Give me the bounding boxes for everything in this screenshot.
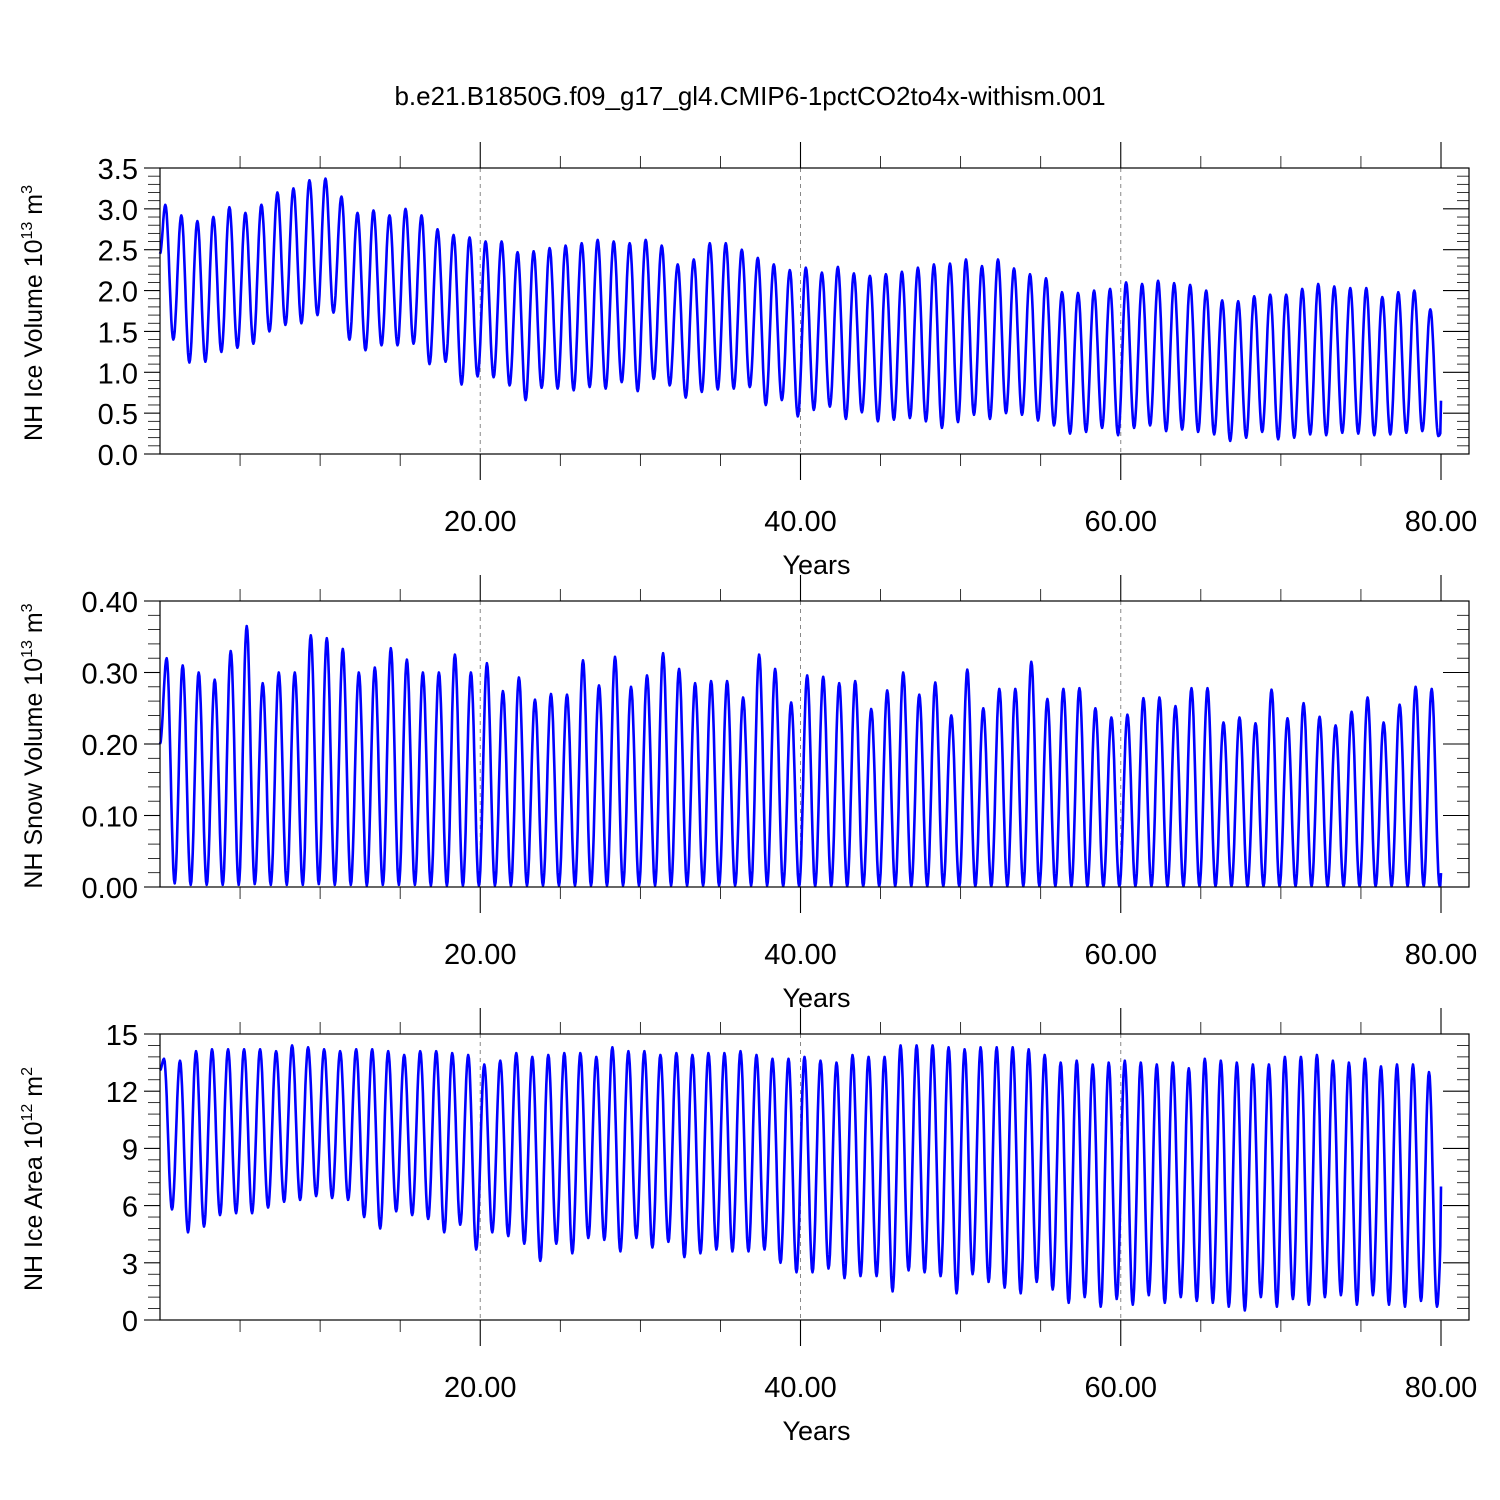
- y-tick-label: 0.10: [82, 802, 138, 834]
- y-tick-label: 2.0: [98, 277, 138, 309]
- x-tick-label: 40.00: [764, 506, 837, 538]
- y-tick-label: 0.20: [82, 730, 138, 762]
- y-tick-label: 12: [106, 1077, 138, 1109]
- y-tick-label: 1.5: [98, 317, 138, 349]
- y-tick-label: 3: [122, 1249, 138, 1281]
- x-tick-label: 80.00: [1405, 506, 1478, 538]
- y-tick-label: 6: [122, 1192, 138, 1224]
- x-tick-label: 80.00: [1405, 1372, 1478, 1404]
- y-tick-label: 9: [122, 1134, 138, 1166]
- x-tick-label: 40.00: [764, 939, 837, 971]
- y-tick-label: 0.0: [98, 440, 138, 472]
- plot-frame: [159, 167, 1470, 455]
- y-axis-label: NH Snow Volume 1013 m3: [19, 603, 48, 888]
- figure-title: b.e21.B1850G.f09_g17_gl4.CMIP6-1pctCO2to…: [394, 81, 1105, 111]
- panel-2: 0.00 0.10 0.20 0.30 0.40 20.00 40.00 60.00 80.00…: [19, 575, 1477, 1013]
- panel-1: 0.0 0.5 1.0 1.5 2.0 2.5 3.0 3.5 20.00 40.00 60.00 8…: [19, 142, 1477, 580]
- y-tick-label: 0: [122, 1306, 138, 1338]
- x-tick-label: 20.00: [444, 506, 517, 538]
- y-tick-label: 2.5: [98, 236, 138, 268]
- y-tick-label: 0.00: [82, 873, 138, 905]
- y-tick-label: 0.30: [82, 659, 138, 691]
- x-axis-label: Years: [782, 550, 850, 580]
- x-tick-label: 80.00: [1405, 939, 1478, 971]
- x-tick-label: 20.00: [444, 1372, 517, 1404]
- x-tick-label: 40.00: [764, 1372, 837, 1404]
- y-tick-label: 0.40: [82, 587, 138, 619]
- y-tick-label: 3.0: [98, 195, 138, 227]
- x-axis-label: Years: [782, 1416, 850, 1446]
- series-line: [159, 1044, 1443, 1312]
- x-tick-label: 60.00: [1084, 506, 1157, 538]
- y-axis-label: NH Ice Volume 1013 m3: [19, 185, 48, 441]
- x-axis-label: Years: [782, 983, 850, 1013]
- y-axis-label: NH Ice Area 1012 m2: [19, 1067, 48, 1291]
- plot-frame: [159, 1033, 1470, 1321]
- x-tick-label: 20.00: [444, 939, 517, 971]
- panels: 0.00.51.01.52.02.53.03.520.00 40.00 60.00 8…: [19, 142, 1477, 1446]
- series-line: [158, 177, 1443, 443]
- y-tick-label: 3.5: [98, 154, 138, 186]
- y-tick-label: 0.5: [98, 399, 138, 431]
- series-line: [158, 624, 1443, 888]
- y-tick-label: 1.0: [98, 358, 138, 390]
- x-tick-label: 60.00: [1084, 1372, 1157, 1404]
- y-tick-label: 15: [106, 1020, 138, 1052]
- panel-3: 0 3 6 9 12 15 20.00 40.00 60.00 80.00 Years NH Ice …: [19, 1008, 1477, 1446]
- x-tick-label: 60.00: [1084, 939, 1157, 971]
